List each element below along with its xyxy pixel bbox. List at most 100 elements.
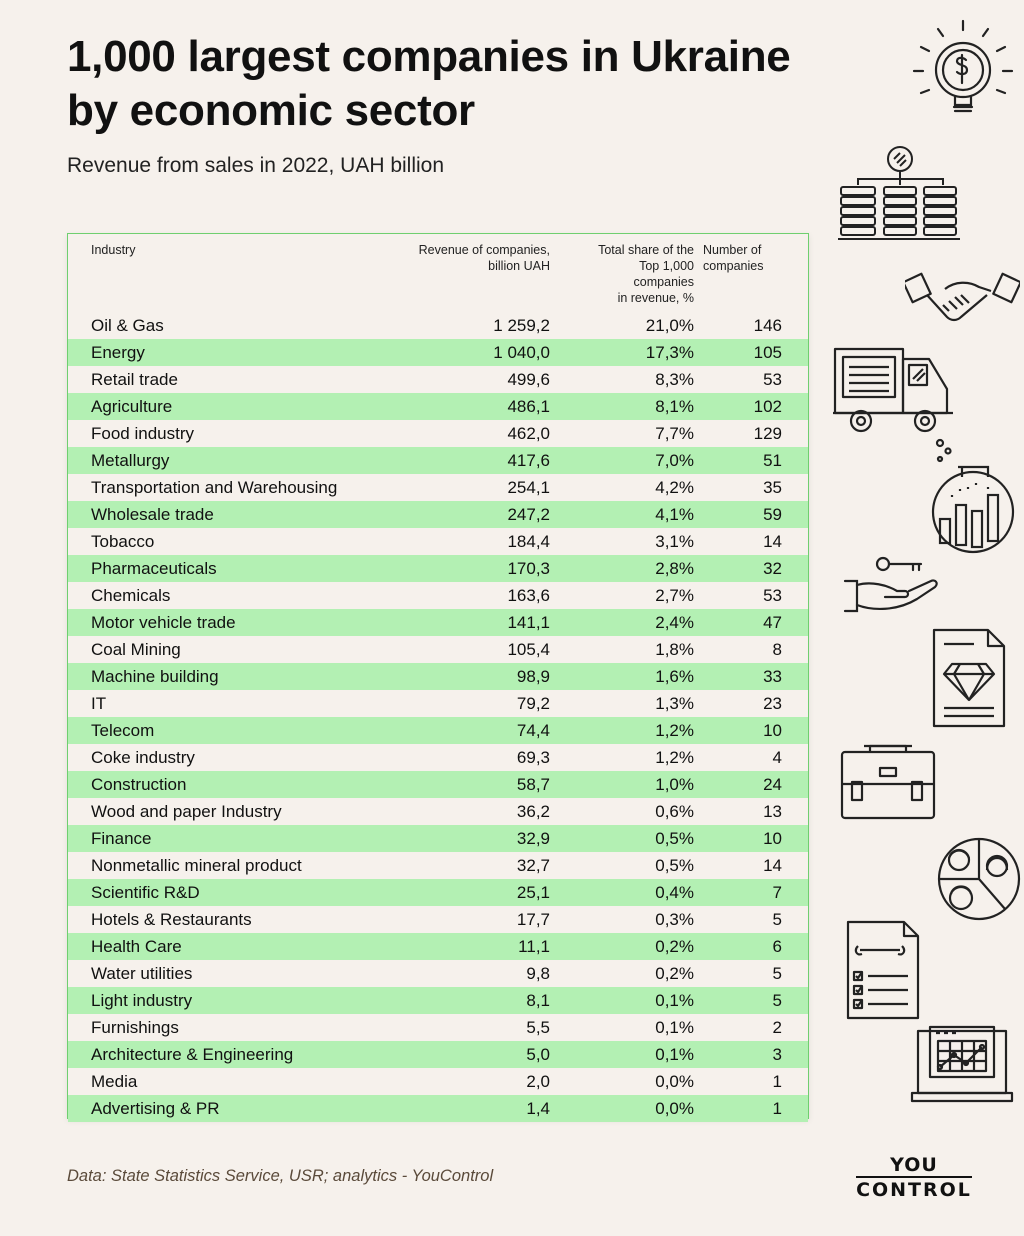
table-row: Agriculture 486,1 8,1% 102: [68, 393, 808, 420]
truck-icon: [833, 345, 955, 437]
cell-revenue: 254,1: [507, 478, 550, 497]
cell-number: 5: [772, 991, 782, 1010]
table-row: Machine building 98,9 1,6% 33: [68, 663, 808, 690]
flask-chart-icon: [928, 437, 1018, 557]
cell-number: 129: [753, 424, 782, 443]
cell-revenue: 17,7: [516, 910, 550, 929]
cell-revenue: 184,4: [507, 532, 550, 551]
cell-share: 0,5%: [655, 856, 694, 875]
header-revenue: Revenue of companies, billion UAH: [418, 243, 550, 273]
cell-share: 0,0%: [655, 1099, 694, 1118]
cell-industry: Coal Mining: [91, 640, 181, 659]
cell-revenue: 247,2: [507, 505, 550, 524]
table-row: Scientific R&D 25,1 0,4% 7: [68, 879, 808, 906]
cell-share: 2,8%: [655, 559, 694, 578]
cell-industry: Telecom: [91, 721, 155, 740]
cell-share: 2,4%: [655, 613, 694, 632]
lightbulb-dollar-icon: [908, 15, 1018, 120]
cell-revenue: 25,1: [516, 883, 550, 902]
cell-industry: Health Care: [91, 937, 182, 956]
cell-revenue: 79,2: [516, 694, 550, 713]
cell-share: 0,2%: [655, 964, 694, 983]
table-row: Health Care 11,1 0,2% 6: [68, 933, 808, 960]
table-row: Transportation and Warehousing 254,1 4,2% 3…: [68, 474, 808, 501]
table-row: Food industry 462,0 7,7% 129: [68, 420, 808, 447]
cell-share: 8,1%: [655, 397, 694, 416]
cell-industry: Construction: [91, 775, 187, 794]
logo-divider: [856, 1176, 972, 1178]
cell-industry: Agriculture: [91, 397, 173, 416]
checklist-wrench-icon: [846, 920, 922, 1022]
table-row: Furnishings 5,5 0,1% 2: [68, 1014, 808, 1041]
cell-share: 8,3%: [655, 370, 694, 389]
youcontrol-logo: YOU CONTROL: [856, 1155, 972, 1200]
table-row: Architecture & Engineering 5,0 0,1% 3: [68, 1041, 808, 1068]
cell-revenue: 486,1: [507, 397, 550, 416]
cell-number: 10: [763, 721, 782, 740]
cell-number: 14: [763, 856, 782, 875]
cell-share: 3,1%: [655, 532, 694, 551]
table-row: Metallurgy 417,6 7,0% 51: [68, 447, 808, 474]
cell-share: 7,0%: [655, 451, 694, 470]
cell-share: 1,2%: [655, 748, 694, 767]
cell-share: 0,1%: [655, 1045, 694, 1064]
table-row: Pharmaceuticals 170,3 2,8% 32: [68, 555, 808, 582]
cell-revenue: 32,9: [516, 829, 550, 848]
data-table: Industry Revenue of companies, billion UA…: [67, 233, 809, 1122]
cell-share: 7,7%: [655, 424, 694, 443]
cell-number: 33: [763, 667, 782, 686]
cell-share: 0,6%: [655, 802, 694, 821]
cell-revenue: 69,3: [516, 748, 550, 767]
cell-industry: Retail trade: [91, 370, 178, 389]
cell-number: 23: [763, 694, 782, 713]
table-row: Media 2,0 0,0% 1: [68, 1068, 808, 1095]
cell-number: 24: [763, 775, 782, 794]
cell-industry: Tobacco: [91, 532, 155, 551]
cell-share: 0,0%: [655, 1072, 694, 1091]
cell-number: 53: [763, 586, 782, 605]
cell-number: 53: [763, 370, 782, 389]
cell-share: 1,0%: [655, 775, 694, 794]
cell-industry: Oil & Gas: [91, 316, 164, 335]
table-row: Motor vehicle trade 141,1 2,4% 47: [68, 609, 808, 636]
cell-number: 10: [763, 829, 782, 848]
cell-number: 6: [772, 937, 782, 956]
cell-number: 146: [753, 316, 782, 335]
header-industry: Industry: [91, 243, 136, 257]
cell-revenue: 1,4: [526, 1099, 550, 1118]
cell-revenue: 141,1: [507, 613, 550, 632]
table-row: Water utilities 9,8 0,2% 5: [68, 960, 808, 987]
cell-industry: Pharmaceuticals: [91, 559, 217, 578]
cell-number: 14: [763, 532, 782, 551]
cell-share: 1,3%: [655, 694, 694, 713]
cell-industry: Wood and paper Industry: [91, 802, 282, 821]
cell-number: 3: [772, 1045, 782, 1064]
cell-industry: Nonmetallic mineral product: [91, 856, 302, 875]
cell-industry: Metallurgy: [91, 451, 170, 470]
logo-line-1: YOU: [890, 1154, 938, 1176]
table-row: Wholesale trade 247,2 4,1% 59: [68, 501, 808, 528]
cell-industry: IT: [91, 694, 107, 713]
cell-number: 13: [763, 802, 782, 821]
cell-industry: Transportation and Warehousing: [91, 478, 338, 497]
table-row: Coal Mining 105,4 1,8% 8: [68, 636, 808, 663]
cell-industry: Scientific R&D: [91, 883, 200, 902]
cell-industry: Coke industry: [91, 748, 195, 767]
logo-line-2: CONTROL: [856, 1179, 972, 1201]
source-note: Data: State Statistics Service, USR; ana…: [67, 1167, 494, 1185]
cell-revenue: 163,6: [507, 586, 550, 605]
cell-revenue: 170,3: [507, 559, 550, 578]
cell-number: 5: [772, 964, 782, 983]
header-share: Total share of the Top 1,000 companies in r…: [598, 243, 694, 305]
handshake-icon: [905, 265, 1020, 330]
cell-share: 0,1%: [655, 991, 694, 1010]
table-header: Industry Revenue of companies, billion UA…: [68, 234, 808, 312]
cell-number: 59: [763, 505, 782, 524]
cell-industry: Food industry: [91, 424, 194, 443]
cell-revenue: 1 040,0: [493, 343, 550, 362]
cell-share: 0,5%: [655, 829, 694, 848]
cell-revenue: 8,1: [526, 991, 550, 1010]
cell-share: 2,7%: [655, 586, 694, 605]
table-row: Energy 1 040,0 17,3% 105: [68, 339, 808, 366]
table-row: Hotels & Restaurants 17,7 0,3% 5: [68, 906, 808, 933]
